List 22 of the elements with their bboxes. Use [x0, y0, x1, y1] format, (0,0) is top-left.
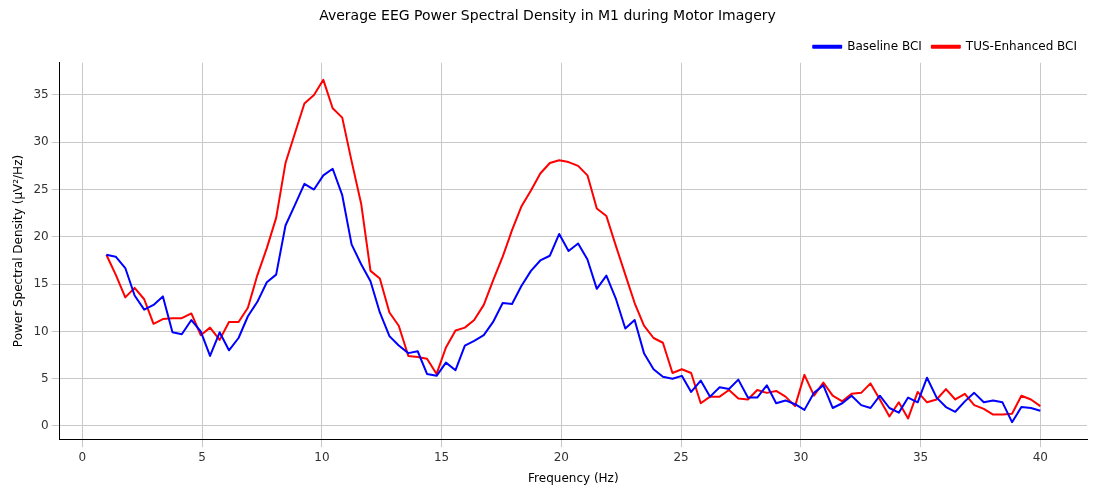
x-tick-label: 40: [1032, 449, 1048, 464]
chart-title: Average EEG Power Spectral Density in M1 during Motor Imagery: [319, 7, 776, 24]
legend-label: TUS-Enhanced BCI: [964, 38, 1078, 53]
y-tick-label: 30: [33, 134, 49, 149]
y-tick-label: 20: [33, 228, 49, 243]
x-tick-label: 35: [912, 449, 929, 464]
y-tick-label: 15: [33, 276, 49, 291]
x-tick-label: 5: [198, 449, 206, 464]
legend-label: Baseline BCI: [847, 38, 922, 53]
y-tick-label: 5: [41, 370, 49, 385]
x-axis-title: Frequency (Hz): [528, 470, 619, 485]
y-axis-title: Power Spectral Density (μV²/Hz): [11, 154, 26, 348]
x-tick-label: 20: [553, 449, 569, 464]
y-tick-label: 0: [41, 418, 49, 433]
x-tick-label: 0: [78, 449, 87, 464]
y-tick-label: 10: [33, 323, 49, 338]
x-tick-label: 15: [433, 449, 450, 464]
y-tick-label: 25: [33, 181, 49, 196]
x-tick-label: 25: [673, 449, 689, 464]
x-tick-label: 30: [793, 449, 809, 464]
y-tick-label: 35: [33, 87, 49, 102]
x-tick-label: 10: [314, 449, 330, 464]
